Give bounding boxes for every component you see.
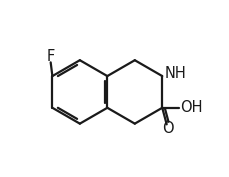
Text: NH: NH xyxy=(164,66,186,81)
Text: O: O xyxy=(161,121,173,136)
Text: F: F xyxy=(46,49,55,64)
Text: OH: OH xyxy=(180,100,202,115)
